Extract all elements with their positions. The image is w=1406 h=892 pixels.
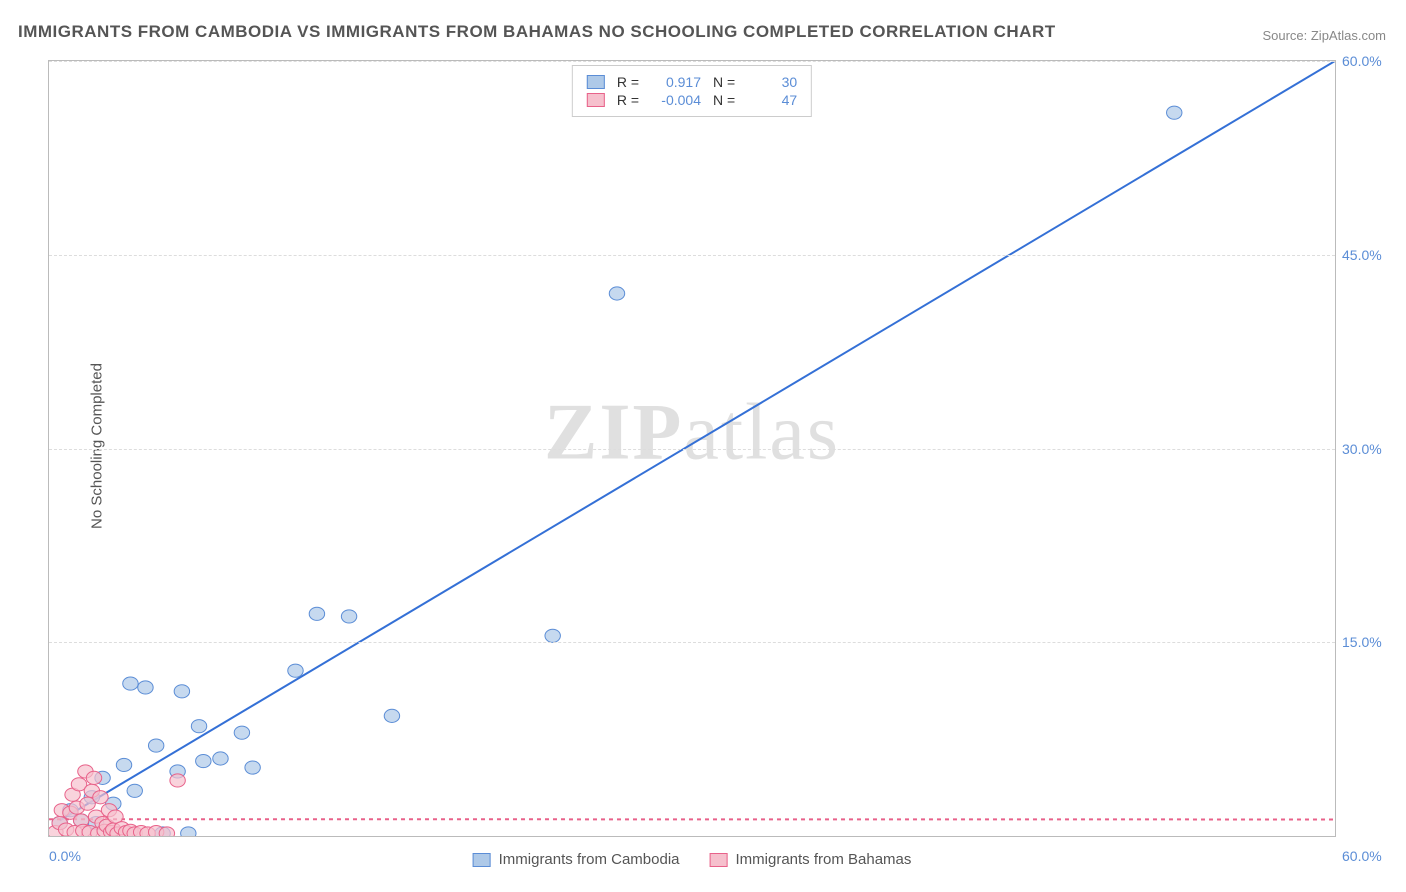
y-tick-label: 60.0% [1342,53,1397,69]
legend-label-bahamas: Immigrants from Bahamas [736,851,912,868]
data-point [545,629,560,642]
y-tick-label: 15.0% [1342,634,1397,650]
legend-row-cambodia: R = 0.917 N = 30 [587,74,797,90]
source-label: Source: ZipAtlas.com [1262,28,1386,43]
data-point [196,754,211,767]
data-point [93,791,108,804]
legend-item-bahamas: Immigrants from Bahamas [710,851,912,868]
data-point [191,720,206,733]
trend-line [60,61,1335,821]
data-point [609,287,624,300]
n-value-bahamas: 47 [747,92,797,108]
r-label: R = [617,74,639,90]
data-point [148,739,163,752]
swatch-bahamas-icon [710,853,728,867]
correlation-legend: R = 0.917 N = 30 R = -0.004 N = 47 [572,65,812,117]
y-tick-label: 45.0% [1342,247,1397,263]
data-point [384,709,399,722]
x-tick-max: 60.0% [1342,848,1397,864]
x-tick-min: 0.0% [49,848,81,864]
data-point [309,607,324,620]
y-tick-label: 30.0% [1342,441,1397,457]
swatch-cambodia [587,75,605,89]
n-label: N = [713,92,735,108]
swatch-bahamas [587,93,605,107]
legend-item-cambodia: Immigrants from Cambodia [473,851,680,868]
r-value-cambodia: 0.917 [651,74,701,90]
data-point [288,664,303,677]
data-point [159,827,174,836]
data-point [174,685,189,698]
swatch-cambodia-icon [473,853,491,867]
data-point [123,677,138,690]
data-point [245,761,260,774]
gridline [49,61,1335,62]
n-value-cambodia: 30 [747,74,797,90]
series-legend: Immigrants from Cambodia Immigrants from… [473,851,912,868]
plot-area: ZIPatlas R = 0.917 N = 30 R = -0.004 N =… [48,60,1336,837]
n-label: N = [713,74,735,90]
data-point [213,752,228,765]
gridline [49,255,1335,256]
r-label: R = [617,92,639,108]
data-point [341,610,356,623]
data-point [170,774,185,787]
data-point [181,827,196,836]
data-point [86,771,101,784]
legend-row-bahamas: R = -0.004 N = 47 [587,92,797,108]
gridline [49,642,1335,643]
data-point [116,758,131,771]
gridline [49,449,1335,450]
data-point [127,784,142,797]
legend-label-cambodia: Immigrants from Cambodia [499,851,680,868]
data-point [1167,106,1182,119]
chart-title: IMMIGRANTS FROM CAMBODIA VS IMMIGRANTS F… [18,22,1056,42]
data-point [138,681,153,694]
data-point [234,726,249,739]
r-value-bahamas: -0.004 [651,92,701,108]
